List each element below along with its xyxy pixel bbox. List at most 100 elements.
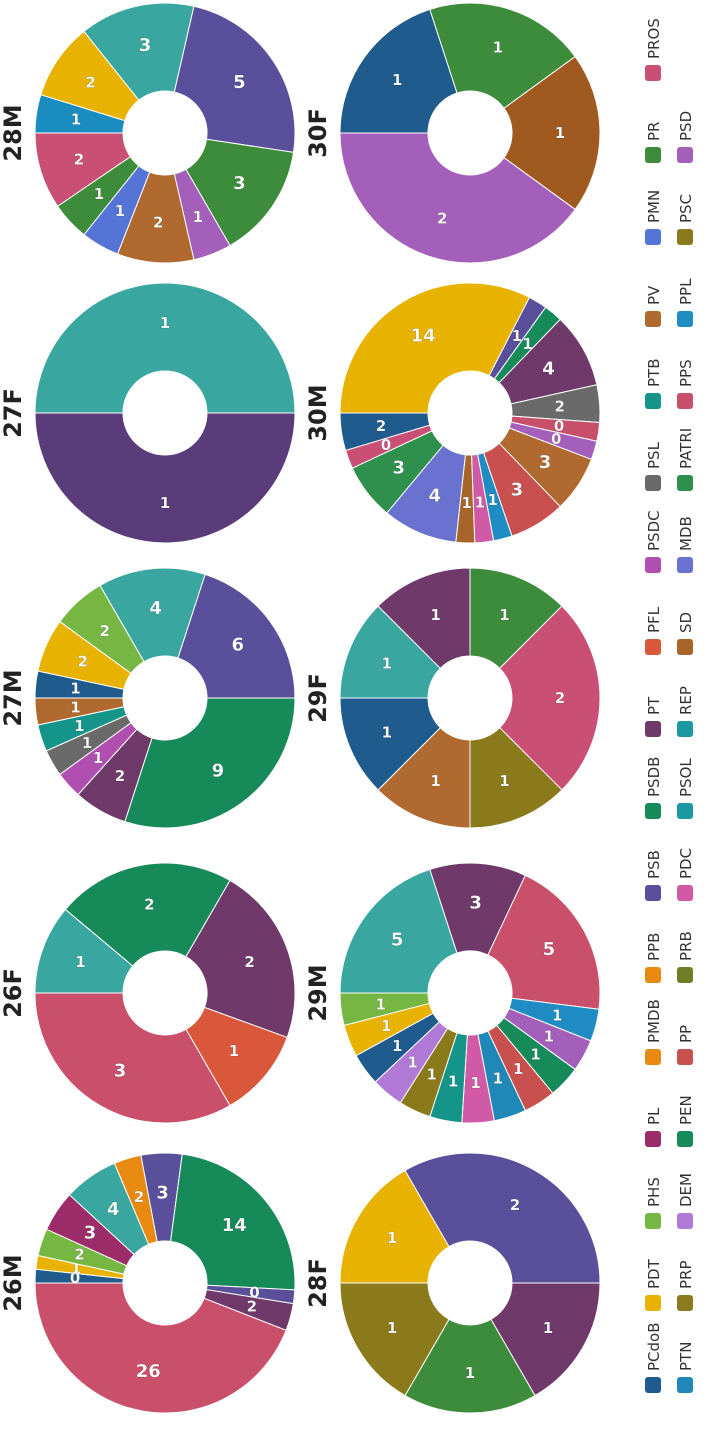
slice-label: 2 xyxy=(134,1188,144,1206)
chart-title: 29M xyxy=(304,964,332,1021)
chart-title: 26M xyxy=(0,1254,27,1311)
slice-label: 2 xyxy=(376,417,386,435)
donut-hole xyxy=(123,951,207,1035)
legend-swatch xyxy=(645,721,661,737)
slice-label: 1 xyxy=(530,1046,540,1064)
slice-label: 1 xyxy=(555,124,565,142)
donut-hole xyxy=(123,656,207,740)
legend-swatch xyxy=(645,311,661,327)
slice-label: 1 xyxy=(475,493,485,511)
slice-label: 3 xyxy=(84,1223,97,1244)
legend-label: PP xyxy=(677,1025,695,1043)
legend-label: PL xyxy=(645,1107,663,1125)
legend-label: PRB xyxy=(677,931,695,961)
legend-label: PPS xyxy=(677,359,695,387)
chart-title: 27F xyxy=(0,388,27,438)
legend-label: PV xyxy=(645,285,663,305)
legend-swatch xyxy=(645,1049,661,1065)
slice-label: 2 xyxy=(437,210,447,228)
slice-label: 1 xyxy=(387,1319,397,1337)
legend-label: PSOL xyxy=(677,758,695,797)
slice-label: 2 xyxy=(74,1246,84,1264)
slice-label: 1 xyxy=(426,1065,436,1083)
legend-label: PSDC xyxy=(645,510,663,551)
legend-label: PTB xyxy=(645,359,663,388)
legend-swatch xyxy=(645,885,661,901)
slice-label: 5 xyxy=(391,930,404,951)
slice-label: 1 xyxy=(70,698,80,716)
slice-label: 3 xyxy=(511,479,524,500)
slice-label: 0 xyxy=(554,417,564,435)
legend-label: PTN xyxy=(677,1342,695,1371)
legend-swatch xyxy=(677,1131,693,1147)
legend-swatch xyxy=(677,1377,693,1393)
slice-label: 0 xyxy=(249,1284,259,1302)
donut-30F: 30F 1 1 1 2 xyxy=(304,2,601,264)
donut-hole xyxy=(123,1241,207,1325)
donut-26F: 26F 1 2 2 1 3 xyxy=(0,862,296,1124)
legend-swatch xyxy=(645,65,661,81)
slice-label: 3 xyxy=(156,1183,169,1204)
legend-label: PSL xyxy=(645,441,663,469)
slice-label: 1 xyxy=(115,202,125,220)
legend: PCdoB PDT PHS PL PMDB PPB PSB PSDB PT PFL PSDC PSL P… xyxy=(645,18,695,1393)
slice-label: 1 xyxy=(430,772,440,790)
slice-label: 1 xyxy=(70,680,80,698)
chart-title: 27M xyxy=(0,669,27,726)
legend-swatch xyxy=(645,1295,661,1311)
slice-label: 1 xyxy=(461,494,471,512)
slice-label: 1 xyxy=(512,327,522,345)
donut-28F: 28F 1 2 1 1 1 xyxy=(304,1152,601,1414)
slice-label: 1 xyxy=(465,1364,475,1382)
legend-swatch xyxy=(645,639,661,655)
slice-label: 6 xyxy=(232,635,245,656)
legend-label: PROS xyxy=(645,18,663,59)
slice-label: 1 xyxy=(513,1060,523,1078)
slice-label: 1 xyxy=(552,1006,562,1024)
slice-label: 1 xyxy=(544,1027,554,1045)
legend-label: PPL xyxy=(677,278,695,305)
slice-label: 1 xyxy=(430,606,440,624)
chart-title: 30F xyxy=(304,108,332,158)
slice-label: 4 xyxy=(429,485,442,506)
slice-label: 2 xyxy=(244,953,254,971)
legend-label: PRP xyxy=(677,1260,695,1289)
legend-swatch xyxy=(677,803,693,819)
slice-label: 2 xyxy=(153,214,163,232)
slice-label: 1 xyxy=(229,1042,239,1060)
donut-hole xyxy=(123,91,207,175)
slice-label: 1 xyxy=(75,953,85,971)
legend-label: PSC xyxy=(677,194,695,223)
slice-label: 1 xyxy=(499,606,509,624)
chart-title: 29F xyxy=(304,673,332,723)
legend-swatch xyxy=(645,1131,661,1147)
legend-swatch xyxy=(645,147,661,163)
slice-label: 1 xyxy=(392,1037,402,1055)
slice-label: 1 xyxy=(382,655,392,673)
legend-label: PEN xyxy=(677,1095,695,1125)
slice-label: 2 xyxy=(115,767,125,785)
slice-label: 3 xyxy=(114,1060,127,1081)
legend-label: PSD xyxy=(677,111,695,141)
slice-label: 1 xyxy=(470,1074,480,1092)
slice-label: 1 xyxy=(74,717,84,735)
legend-label: PR xyxy=(645,122,663,141)
slice-label: 0 xyxy=(551,430,561,448)
donut-hole xyxy=(428,371,512,455)
legend-label: REP xyxy=(677,686,695,715)
donut-29F: 29F 1 1 1 2 1 1 1 xyxy=(304,567,601,829)
slice-label: 2 xyxy=(85,73,95,91)
slice-label: 5 xyxy=(233,72,246,93)
slice-label: 2 xyxy=(100,622,110,640)
slice-label: 3 xyxy=(392,458,405,479)
legend-swatch xyxy=(677,967,693,983)
chart-title: 28M xyxy=(0,104,27,161)
slice-label: 3 xyxy=(469,893,482,914)
slice-label: 1 xyxy=(381,1017,391,1035)
chart-title: 28F xyxy=(304,1258,332,1308)
slice-label: 2 xyxy=(78,652,88,670)
slice-label: 2 xyxy=(74,151,84,169)
